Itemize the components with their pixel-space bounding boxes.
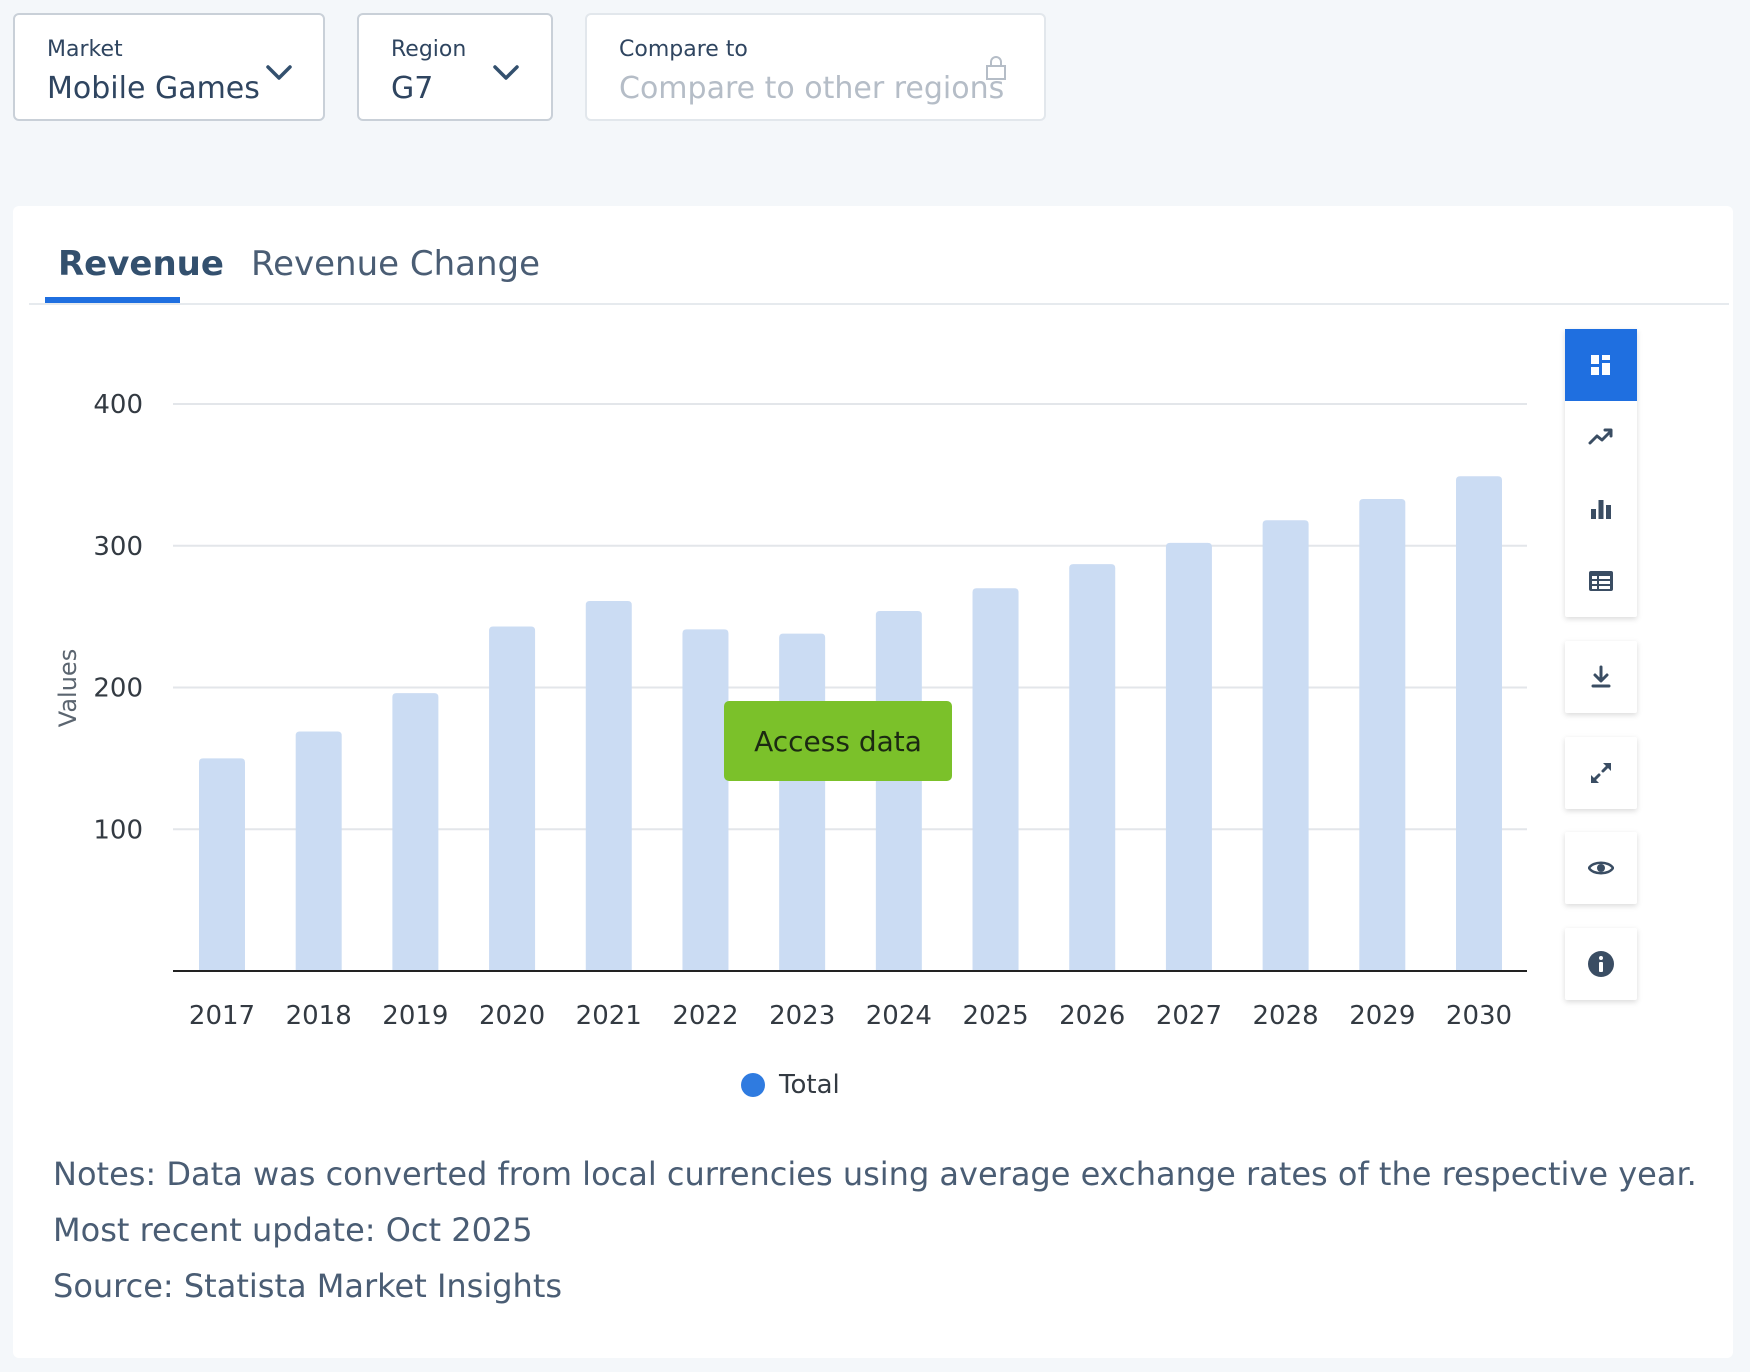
grid-view-button[interactable]: [1565, 329, 1637, 401]
y-tick-label: 100: [93, 815, 143, 845]
bar-2020[interactable]: [489, 626, 536, 971]
download-icon: [1591, 665, 1611, 688]
x-tick-label: 2022: [672, 1001, 738, 1031]
update-text: Most recent update: Oct 2025: [53, 1211, 533, 1249]
x-tick-label: 2028: [1253, 1001, 1319, 1031]
compare-label: Compare to: [619, 37, 748, 62]
grid-icon: [1591, 355, 1610, 375]
revenue-bar-chart: Values 2017 2018 2019 2020 2021 2022 2023 2024 2…: [54, 390, 1527, 1031]
chart-type-toolbar: [1565, 329, 1637, 617]
legend-marker: [741, 1073, 765, 1097]
line-chart-button[interactable]: [1565, 401, 1637, 473]
info-button[interactable]: [1565, 928, 1637, 1000]
bar-2018[interactable]: [295, 731, 342, 971]
chevron-down-icon: [266, 65, 292, 80]
x-tick-label: 2019: [382, 1001, 448, 1031]
tab-bar: Revenue Revenue Change: [29, 206, 1729, 305]
x-tick-label: 2017: [189, 1001, 255, 1031]
x-tick-label: 2030: [1446, 1001, 1512, 1031]
region-selector[interactable]: Region G7: [357, 13, 553, 121]
x-tick-label: 2018: [286, 1001, 352, 1031]
market-value: Mobile Games: [47, 71, 260, 106]
bar-2028[interactable]: [1262, 520, 1309, 971]
expand-icon: [1591, 763, 1611, 783]
chart-legend[interactable]: Total: [741, 1070, 840, 1100]
bar-2026[interactable]: [1069, 564, 1116, 971]
x-tick-label: 2027: [1156, 1001, 1222, 1031]
active-tab-indicator: [45, 297, 180, 303]
region-value: G7: [391, 71, 434, 106]
y-tick-label: 200: [93, 674, 143, 704]
tab-revenue[interactable]: Revenue: [58, 244, 224, 284]
info-toolbar: [1565, 928, 1637, 1000]
preview-button[interactable]: [1565, 832, 1637, 904]
download-button[interactable]: [1565, 641, 1637, 713]
bar-2029[interactable]: [1359, 498, 1406, 971]
info-icon: [1588, 951, 1614, 977]
bar-chart-button[interactable]: [1565, 473, 1637, 545]
bar-2024[interactable]: [875, 610, 922, 971]
market-label: Market: [47, 37, 123, 62]
y-axis-title: Values: [54, 649, 82, 727]
eye-icon: [1588, 861, 1614, 875]
bar-chart-icon: [1591, 500, 1611, 519]
legend-label: Total: [779, 1070, 840, 1100]
x-tick-label: 2029: [1349, 1001, 1415, 1031]
download-toolbar: [1565, 641, 1637, 713]
bar-2021[interactable]: [585, 601, 632, 971]
y-tick-label: 300: [93, 532, 143, 562]
x-tick-label: 2020: [479, 1001, 545, 1031]
chart-notes: Notes: Data was converted from local cur…: [53, 1146, 1697, 1314]
region-label: Region: [391, 37, 467, 62]
lock-icon: [986, 56, 1006, 80]
bar-2027[interactable]: [1165, 542, 1212, 971]
tab-revenue-change[interactable]: Revenue Change: [251, 244, 541, 284]
chart-card: Revenue Revenue Change Values 2017 2018 20…: [13, 206, 1733, 1358]
x-tick-label: 2023: [769, 1001, 835, 1031]
x-tick-label: 2024: [866, 1001, 932, 1031]
bar-2017[interactable]: [199, 758, 245, 971]
notes-text: Notes: Data was converted from local cur…: [53, 1155, 1697, 1193]
expand-toolbar: [1565, 737, 1637, 809]
chevron-down-icon: [493, 65, 519, 80]
preview-toolbar: [1565, 832, 1637, 904]
x-tick-label: 2025: [962, 1001, 1028, 1031]
access-data-button[interactable]: Access data: [724, 701, 952, 781]
source-text: Source: Statista Market Insights: [53, 1267, 563, 1305]
y-tick-label: 400: [93, 390, 143, 420]
x-tick-label: 2026: [1059, 1001, 1125, 1031]
table-icon: [1589, 571, 1613, 591]
bar-2019[interactable]: [392, 693, 439, 971]
line-trend-icon: [1588, 428, 1613, 445]
bar-2022[interactable]: [682, 629, 729, 971]
expand-button[interactable]: [1565, 737, 1637, 809]
bar-2025[interactable]: [972, 588, 1019, 971]
table-view-button[interactable]: [1565, 545, 1637, 617]
compare-selector[interactable]: Compare to Compare to other regions: [585, 13, 1046, 121]
bar-2023[interactable]: [779, 633, 826, 971]
market-selector[interactable]: Market Mobile Games: [13, 13, 325, 121]
compare-placeholder: Compare to other regions: [619, 71, 1005, 106]
x-tick-label: 2021: [576, 1001, 642, 1031]
bar-2030[interactable]: [1456, 476, 1502, 971]
